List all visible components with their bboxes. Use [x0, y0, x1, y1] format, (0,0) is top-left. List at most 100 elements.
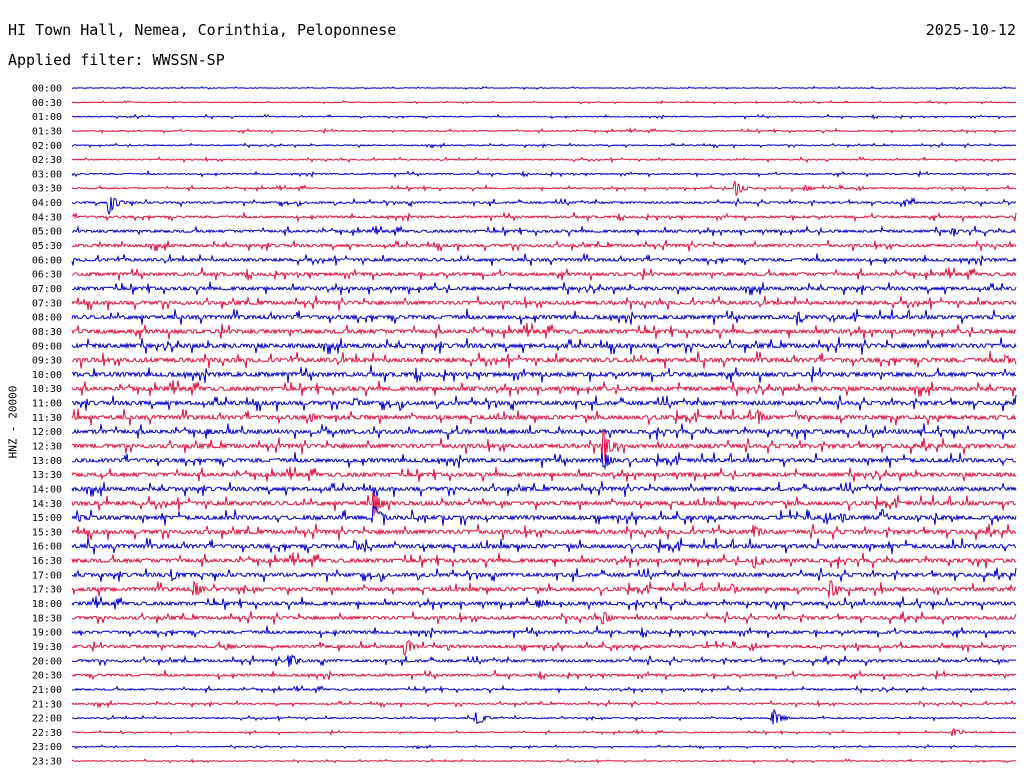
- row-time-label: 02:30: [32, 155, 62, 166]
- trace-row: [71, 709, 1017, 725]
- row-time-label: 03:30: [32, 184, 62, 195]
- trace-row: [71, 684, 1017, 695]
- trace-row: [72, 394, 1017, 412]
- trace-row: [71, 99, 1017, 105]
- row-time-label: 09:30: [32, 356, 62, 367]
- trace-row: [71, 743, 1017, 750]
- row-time-label: 12:30: [32, 442, 62, 453]
- trace-row: [71, 169, 1017, 179]
- trace-row: [71, 180, 1017, 196]
- trace-row: [71, 728, 1017, 737]
- row-time-label: 05:00: [32, 227, 62, 238]
- trace-row: [71, 253, 1017, 267]
- trace-row: [71, 428, 1017, 461]
- trace-row: [71, 113, 1017, 120]
- trace-row: [71, 322, 1017, 340]
- row-time-label: 14:00: [32, 484, 62, 495]
- trace-row: [71, 408, 1017, 426]
- row-time-label: 06:30: [32, 270, 62, 281]
- row-time-label: 14:30: [32, 499, 62, 510]
- trace-row: [72, 567, 1017, 583]
- trace-row: [71, 239, 1017, 252]
- trace-row: [71, 350, 1017, 369]
- trace-row: [71, 155, 1017, 164]
- row-time-label: 02:00: [32, 141, 62, 152]
- row-time-label: 17:00: [32, 570, 62, 581]
- row-time-label: 01:30: [32, 126, 62, 137]
- row-time-label: 15:30: [32, 527, 62, 538]
- row-time-label: 08:30: [32, 327, 62, 338]
- trace-row: [71, 423, 1017, 441]
- row-time-label: 19:00: [32, 628, 62, 639]
- trace-row: [71, 267, 1017, 281]
- trace-row: [71, 336, 1017, 355]
- row-time-label: 21:00: [32, 685, 62, 696]
- row-time-label: 01:00: [32, 112, 62, 123]
- row-time-label: 18:30: [32, 613, 62, 624]
- row-time-label: 09:00: [32, 341, 62, 352]
- trace-row: [71, 295, 1017, 311]
- row-time-label: 18:00: [32, 599, 62, 610]
- row-time-label: 16:00: [32, 542, 62, 553]
- trace-row: [71, 537, 1017, 555]
- trace-row: [71, 669, 1017, 681]
- row-time-label: 22:30: [32, 728, 62, 739]
- trace-row: [71, 85, 1017, 91]
- row-time-label: 15:00: [32, 513, 62, 524]
- trace-row: [71, 640, 1017, 657]
- trace-row: [71, 579, 1017, 598]
- row-time-label: 04:30: [32, 212, 62, 223]
- row-time-label: 08:00: [32, 313, 62, 324]
- trace-row: [71, 365, 1017, 384]
- trace-row: [71, 308, 1017, 326]
- row-time-label: 19:30: [32, 642, 62, 653]
- row-time-label: 10:00: [32, 370, 62, 381]
- row-time-label: 06:00: [32, 255, 62, 266]
- row-time-label: 05:30: [32, 241, 62, 252]
- row-time-label: 11:30: [32, 413, 62, 424]
- row-time-label: 07:30: [32, 298, 62, 309]
- row-time-label: 23:30: [32, 757, 62, 768]
- row-time-label: 23:00: [32, 742, 62, 753]
- filter-label: Applied filter: WWSSN-SP: [8, 51, 225, 69]
- trace-row: [71, 466, 1017, 483]
- row-time-label: 11:00: [32, 399, 62, 410]
- trace-row: [71, 611, 1017, 625]
- row-time-label: 00:00: [32, 84, 62, 95]
- row-time-label: 13:30: [32, 470, 62, 481]
- trace-row: [71, 492, 1017, 517]
- row-time-label: 00:30: [32, 98, 62, 109]
- trace-row: [71, 127, 1017, 135]
- row-time-label: 20:30: [32, 671, 62, 682]
- plot-date: 2025-10-12: [925, 21, 1016, 39]
- trace-row: [71, 451, 1016, 471]
- row-time-label: 17:30: [32, 585, 62, 596]
- row-time-label: 10:30: [32, 384, 62, 395]
- row-time-label: 12:00: [32, 427, 62, 438]
- trace-row: [71, 480, 1017, 498]
- trace-row: [71, 758, 1016, 764]
- row-time-label: 22:00: [32, 714, 62, 725]
- row-time-label: 21:30: [32, 699, 62, 710]
- trace-row: [71, 596, 1017, 611]
- trace-row: [71, 224, 1017, 238]
- trace-row: [71, 523, 1017, 541]
- trace-row: [71, 653, 1017, 668]
- row-time-label: 16:30: [32, 556, 62, 567]
- trace-row: [71, 380, 1017, 397]
- trace-row: [71, 211, 1017, 224]
- row-time-label: 04:00: [32, 198, 62, 209]
- row-time-label: 07:00: [32, 284, 62, 295]
- trace-row: [71, 625, 1017, 639]
- trace-row: [71, 281, 1017, 296]
- trace-row: [71, 141, 1017, 149]
- row-time-label: 20:00: [32, 656, 62, 667]
- trace-row: [71, 552, 1017, 569]
- trace-row: [71, 196, 1017, 215]
- row-time-label: 13:00: [32, 456, 62, 467]
- station-title: HI Town Hall, Nemea, Corinthia, Peloponn…: [8, 21, 397, 39]
- trace-row: [71, 504, 1017, 526]
- row-time-label: 03:00: [32, 169, 62, 180]
- trace-row: [71, 699, 1016, 709]
